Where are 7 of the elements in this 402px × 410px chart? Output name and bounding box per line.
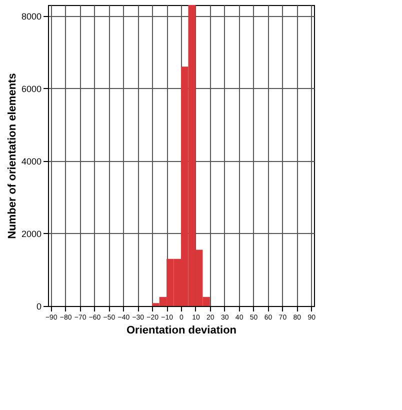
x-axis-title: Orientation deviation [126,324,237,336]
y-axis-title: Number of orientation elements [6,73,18,239]
y-tick-label: 6000 [21,84,42,94]
y-tick-label: 0 [36,302,42,312]
y-tick-label: 8000 [21,11,42,22]
y-tick-label: 4000 [21,156,42,166]
y-tick-label: 2000 [21,228,42,239]
